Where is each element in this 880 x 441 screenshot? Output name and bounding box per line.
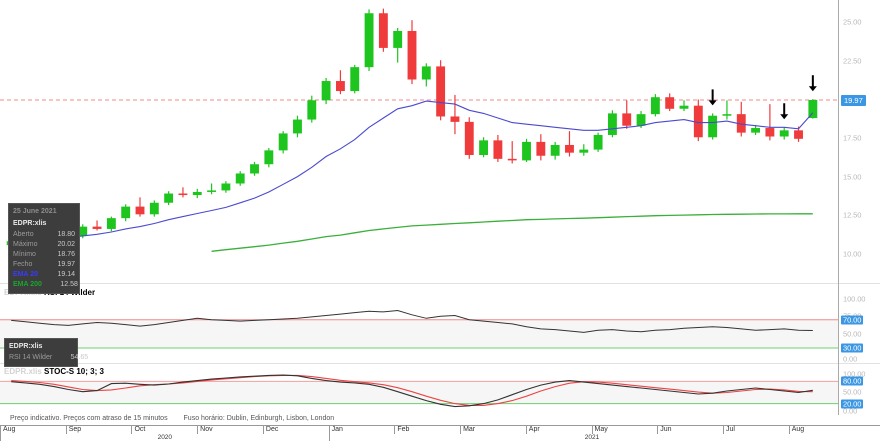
date-tick-aug[interactable]: Aug <box>0 425 66 434</box>
date-tick-oct[interactable]: Oct <box>131 425 197 434</box>
price-panel[interactable]: 25.00 22.50 17.50 15.00 12.50 10.00 19.97 19.9… <box>0 0 880 283</box>
price-tick: 10.00 <box>843 249 862 259</box>
status-bar: Preço indicativo. Preços com atraso de 1… <box>0 415 880 425</box>
current-price-tag: 19.97 <box>841 94 866 106</box>
tooltip-row-key: EMA 200 <box>13 280 42 288</box>
price-tooltip: 25 June 2021 EDPR:xlis Aberto 18.80 Máximo… <box>8 203 80 294</box>
tooltip-row: EMA 20 19.14 <box>13 270 75 280</box>
date-tick-jan[interactable]: Jan <box>328 425 395 434</box>
date-tick-feb[interactable]: Feb <box>394 425 460 434</box>
stochastic-panel[interactable]: EDPR.xlis STOC-S 10; 3; 3 100.00 50.00 0.0… <box>0 355 880 416</box>
down-arrow-annotation <box>708 89 717 106</box>
rsi-tick: 70.00 <box>841 315 864 325</box>
rsi-tooltip-row: RSI 14 Wilder 54.65 <box>9 353 88 363</box>
tooltip-row-key: EMA 20 <box>13 270 39 278</box>
date-axis[interactable]: Aug Sep Oct Nov Dec Jan Feb Mar Apr May Jun Jul Aug … <box>0 425 880 441</box>
price-tick: 12.50 <box>843 210 862 220</box>
tooltip-row-value: 12.58 <box>60 280 78 288</box>
stoch-plot-area[interactable] <box>0 363 838 415</box>
down-arrow-annotation <box>808 75 817 92</box>
price-axis: 25.00 22.50 17.50 15.00 12.50 10.00 19.97 <box>838 0 880 283</box>
price-axis-line <box>838 0 839 283</box>
price-tick: 17.50 <box>843 133 862 143</box>
rsi-panel[interactable]: EDPR.xlis RSI 14 Wilder 100.0075.0050.00… <box>0 283 880 363</box>
rsi-tick: 30.00 <box>841 343 864 353</box>
tooltip-row-key: Fecho <box>13 260 33 268</box>
stoch-tick: 80.00 <box>841 376 864 386</box>
stoch-tick: 100.00 <box>843 369 866 379</box>
tooltip-rows: Aberto 18.80 Máximo 20.02 Mínimo 18.76 Fecho 19… <box>13 230 78 290</box>
status-delay-note: Preço indicativo. Preços com atraso de 1… <box>10 415 168 422</box>
tooltip-row-key: Máximo <box>13 240 38 248</box>
date-year-2020: 2020 <box>0 434 329 441</box>
tooltip-row-key: Aberto <box>13 230 34 238</box>
tooltip-row-value: 19.14 <box>57 270 75 278</box>
tooltip-row-value: 19.97 <box>57 260 75 268</box>
stoch-line-svg <box>0 374 838 408</box>
rsi-tooltip-key: RSI 14 Wilder <box>9 353 53 361</box>
tooltip-row: EMA 200 12.58 <box>13 280 78 290</box>
rsi-tick: 50.00 <box>843 329 862 339</box>
date-tick-sep[interactable]: Sep <box>65 425 132 434</box>
tooltip-row-value: 18.80 <box>57 230 75 238</box>
rsi-line-svg <box>0 309 838 349</box>
stoch-tick: 0.00 <box>843 406 858 416</box>
tooltip-row: Mínimo 18.76 <box>13 250 75 260</box>
rsi-plot-area[interactable] <box>0 283 838 363</box>
rsi-panel-separator <box>0 283 880 284</box>
rsi-tooltip-symbol: EDPR:xlis <box>9 343 43 350</box>
tooltip-row: Aberto 18.80 <box>13 230 75 240</box>
stoch-top-tick: 0.00 <box>843 354 858 364</box>
tooltip-row-value: 20.02 <box>57 240 75 248</box>
date-tick-may[interactable]: May <box>591 425 658 434</box>
price-tick: 15.00 <box>843 172 862 182</box>
down-arrow-annotation <box>780 103 789 120</box>
price-plot-area[interactable] <box>0 0 838 283</box>
rsi-tick: 100.00 <box>843 294 866 304</box>
status-timezone-note: Fuso horário: Dublin, Edinburgh, Lisbon,… <box>183 415 335 422</box>
price-tick: 22.50 <box>843 56 862 66</box>
date-axis-top-line <box>0 425 880 426</box>
date-year-row: 2020 2021 <box>0 434 880 441</box>
rsi-tooltip-value: 54.65 <box>70 353 89 361</box>
date-tick-apr[interactable]: Apr <box>525 425 592 434</box>
tooltip-row-key: Mínimo <box>13 250 36 258</box>
date-tick-mar[interactable]: Mar <box>460 425 526 434</box>
date-tick-jun[interactable]: Jun <box>657 425 723 434</box>
stoch-axis: 100.00 50.00 0.00 80.00 20.00 0.00 <box>838 355 880 416</box>
stoch-indicator-label: STOC-S 10; 3; 3 <box>44 367 104 376</box>
date-year-label: 2021 <box>584 434 600 441</box>
tooltip-row: Máximo 20.02 <box>13 240 75 250</box>
price-tick: 25.00 <box>843 17 862 27</box>
rsi-axis-line <box>838 283 839 363</box>
tooltip-row-value: 18.76 <box>57 250 75 258</box>
date-tick-dec[interactable]: Dec <box>262 425 329 434</box>
stoch-panel-label: EDPR.xlis STOC-S 10; 3; 3 <box>4 367 104 376</box>
tooltip-symbol: EDPR:xlis <box>13 219 47 227</box>
rsi-tooltip: EDPR:xlis RSI 14 Wilder 54.65 <box>4 338 88 367</box>
date-tick-jul[interactable]: Jul <box>722 425 789 434</box>
tooltip-date: 25 June 2021 <box>13 208 57 215</box>
stoch-symbol-label: EDPR.xlis <box>4 367 42 376</box>
stoch-axis-line <box>838 363 839 415</box>
stoch-panel-separator <box>0 363 880 364</box>
date-year-2021: 2021 <box>328 434 855 441</box>
price-candles-svg <box>0 8 838 252</box>
stoch-tick: 50.00 <box>843 387 862 397</box>
date-tick-aug[interactable]: Aug <box>788 425 855 434</box>
date-tick-nov[interactable]: Nov <box>197 425 263 434</box>
tooltip-row: Fecho 19.97 <box>13 260 75 270</box>
date-year-label: 2020 <box>157 434 173 441</box>
stoch-tick: 20.00 <box>841 399 864 409</box>
